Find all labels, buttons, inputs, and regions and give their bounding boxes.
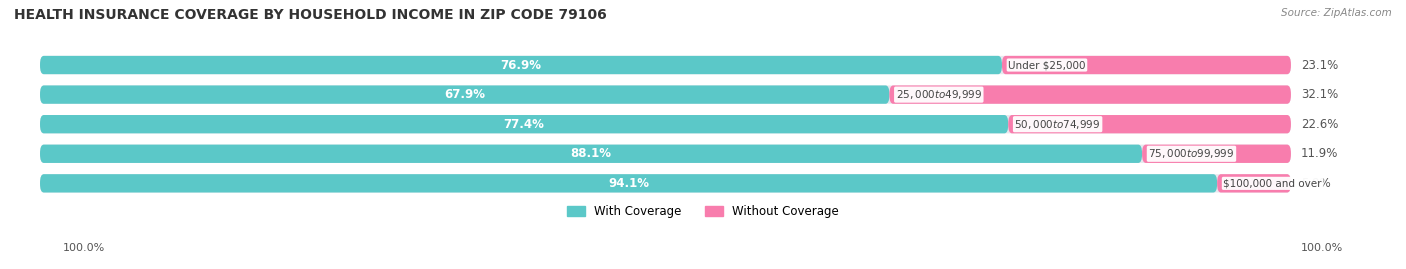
FancyBboxPatch shape xyxy=(39,86,890,104)
FancyBboxPatch shape xyxy=(39,145,1142,163)
FancyBboxPatch shape xyxy=(39,115,1008,133)
FancyBboxPatch shape xyxy=(39,115,1291,133)
Text: 22.6%: 22.6% xyxy=(1301,118,1339,131)
Text: $50,000 to $74,999: $50,000 to $74,999 xyxy=(1015,118,1101,131)
Text: 11.9%: 11.9% xyxy=(1301,147,1339,160)
Text: Under $25,000: Under $25,000 xyxy=(1008,60,1085,70)
Text: 32.1%: 32.1% xyxy=(1301,88,1339,101)
Text: $25,000 to $49,999: $25,000 to $49,999 xyxy=(896,88,981,101)
FancyBboxPatch shape xyxy=(39,174,1218,193)
FancyBboxPatch shape xyxy=(1218,174,1291,193)
Text: $100,000 and over: $100,000 and over xyxy=(1223,178,1322,188)
FancyBboxPatch shape xyxy=(890,86,1291,104)
Text: 77.4%: 77.4% xyxy=(503,118,544,131)
Text: 67.9%: 67.9% xyxy=(444,88,485,101)
Text: $75,000 to $99,999: $75,000 to $99,999 xyxy=(1149,147,1234,160)
Text: 23.1%: 23.1% xyxy=(1301,59,1339,72)
Text: Source: ZipAtlas.com: Source: ZipAtlas.com xyxy=(1281,8,1392,18)
Text: 94.1%: 94.1% xyxy=(607,177,650,190)
FancyBboxPatch shape xyxy=(39,56,1002,74)
FancyBboxPatch shape xyxy=(39,145,1291,163)
FancyBboxPatch shape xyxy=(39,174,1291,193)
FancyBboxPatch shape xyxy=(1142,145,1291,163)
FancyBboxPatch shape xyxy=(1008,115,1291,133)
Text: 100.0%: 100.0% xyxy=(63,243,105,253)
FancyBboxPatch shape xyxy=(39,86,1291,104)
Text: 5.9%: 5.9% xyxy=(1301,177,1330,190)
Text: 100.0%: 100.0% xyxy=(1301,243,1343,253)
FancyBboxPatch shape xyxy=(1002,56,1291,74)
Legend: With Coverage, Without Coverage: With Coverage, Without Coverage xyxy=(562,200,844,223)
Text: HEALTH INSURANCE COVERAGE BY HOUSEHOLD INCOME IN ZIP CODE 79106: HEALTH INSURANCE COVERAGE BY HOUSEHOLD I… xyxy=(14,8,607,22)
FancyBboxPatch shape xyxy=(39,56,1291,74)
Text: 88.1%: 88.1% xyxy=(571,147,612,160)
Text: 76.9%: 76.9% xyxy=(501,59,541,72)
